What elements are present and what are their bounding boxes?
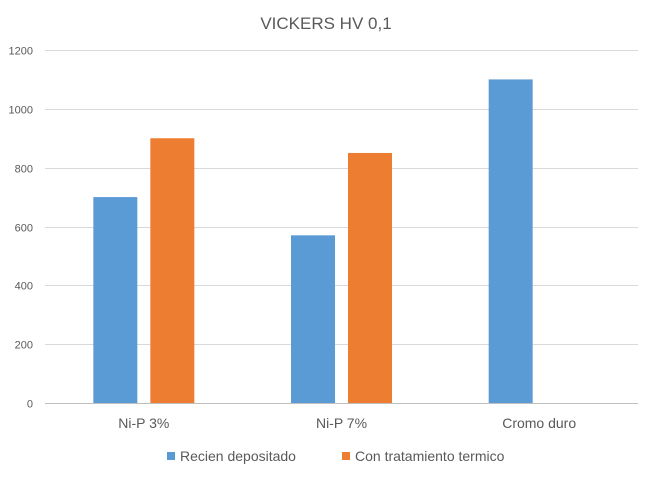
y-tick-label: 400 (15, 281, 33, 293)
legend: Recien depositado Con tratamiento termico (167, 448, 505, 464)
y-tick-label: 1000 (9, 105, 33, 117)
legend-label: Con tratamiento termico (355, 448, 505, 464)
bar-con-tratamiento-termico (348, 152, 392, 403)
y-tick-label: 1200 (9, 46, 33, 58)
bar-recien-depositado (93, 197, 138, 403)
gridlines (45, 50, 638, 345)
y-tick-label: 600 (15, 223, 33, 235)
y-axis-ticks: 0 200 400 600 800 1000 1200 (9, 46, 33, 411)
x-category-label: Ni-P 3% (118, 415, 169, 431)
x-axis-categories: Ni-P 3% Ni-P 7% Cromo duro (118, 415, 576, 431)
legend-swatch (167, 452, 175, 460)
chart-title: VICKERS HV 0,1 (260, 14, 391, 33)
y-tick-label: 0 (27, 399, 33, 411)
bars (93, 79, 533, 404)
legend-swatch (342, 452, 350, 460)
y-tick-label: 800 (15, 164, 33, 176)
bar-recien-depositado (488, 79, 533, 404)
y-tick-label: 200 (15, 340, 33, 352)
bar-recien-depositado (291, 235, 335, 403)
x-category-label: Cromo duro (502, 415, 576, 431)
x-category-label: Ni-P 7% (316, 415, 367, 431)
bar-con-tratamiento-termico (150, 138, 195, 403)
legend-label: Recien depositado (180, 448, 296, 464)
